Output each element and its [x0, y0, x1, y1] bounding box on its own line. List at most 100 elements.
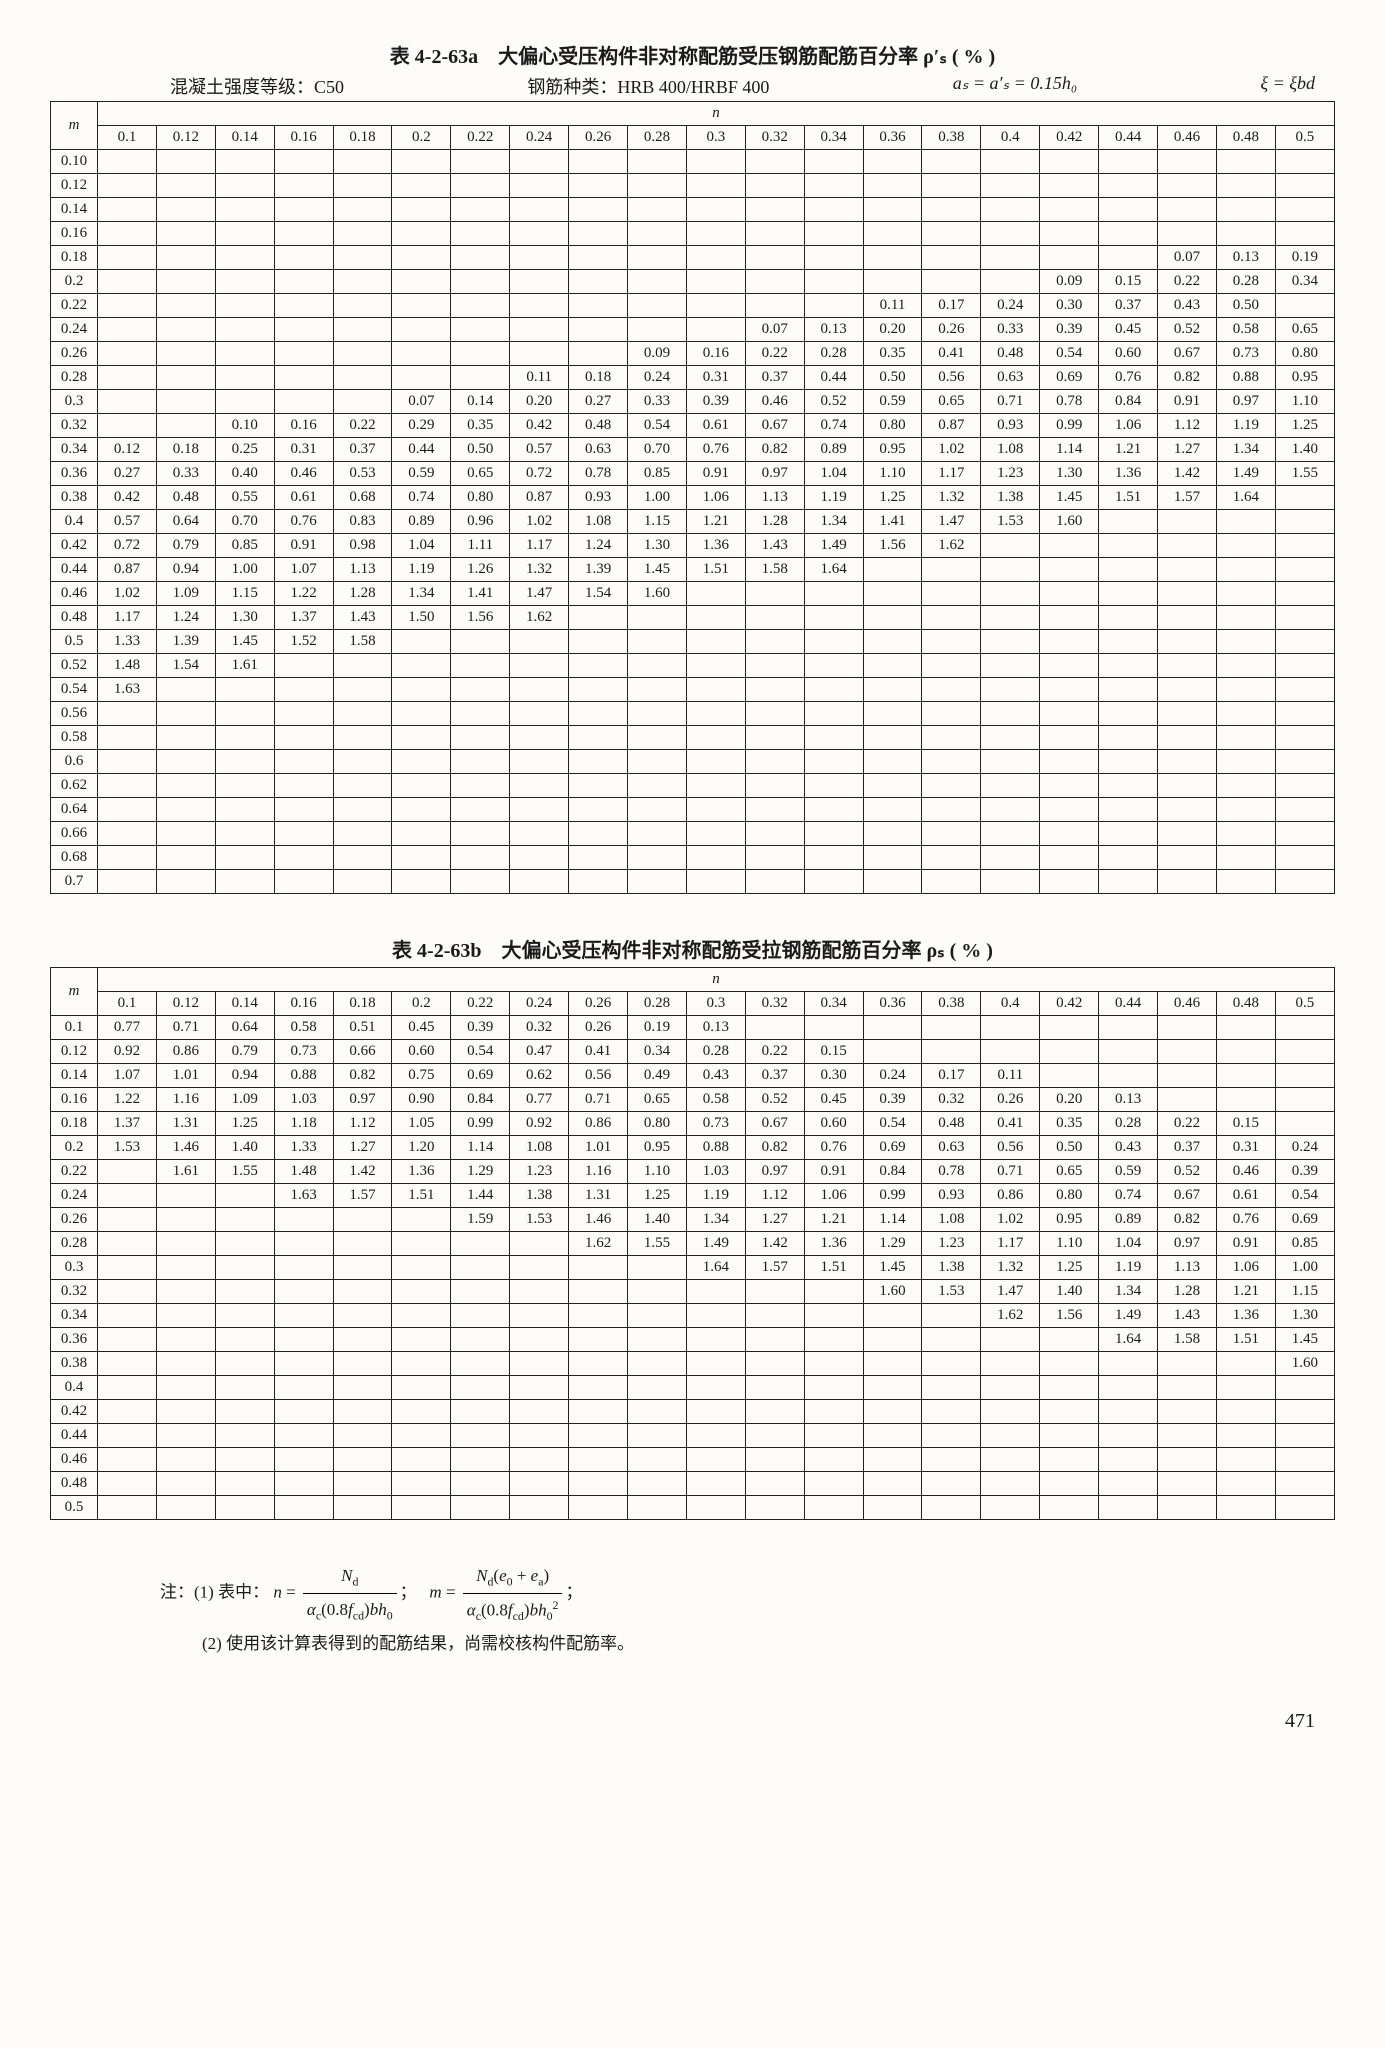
data-cell: 0.54 — [451, 1040, 510, 1064]
data-cell — [215, 1472, 274, 1496]
data-cell: 1.14 — [863, 1208, 922, 1232]
data-cell — [215, 150, 274, 174]
data-cell — [1158, 582, 1217, 606]
data-cell — [392, 366, 451, 390]
data-cell — [451, 1328, 510, 1352]
data-cell — [1275, 174, 1334, 198]
col-header: 0.32 — [745, 126, 804, 150]
data-cell: 1.16 — [569, 1160, 628, 1184]
data-cell — [863, 630, 922, 654]
data-cell — [98, 1184, 157, 1208]
data-cell — [1099, 1352, 1158, 1376]
data-cell — [569, 150, 628, 174]
data-cell — [628, 1400, 687, 1424]
data-cell: 1.06 — [1216, 1256, 1275, 1280]
table-row: 0.42 — [51, 1400, 1335, 1424]
data-cell — [686, 222, 745, 246]
data-cell — [686, 726, 745, 750]
data-cell — [1040, 1424, 1099, 1448]
data-cell — [804, 198, 863, 222]
data-cell: 0.80 — [628, 1112, 687, 1136]
data-cell — [804, 606, 863, 630]
data-cell: 0.32 — [922, 1088, 981, 1112]
data-cell: 0.27 — [98, 462, 157, 486]
data-cell — [1158, 1400, 1217, 1424]
data-cell: 0.40 — [215, 462, 274, 486]
data-cell: 1.56 — [1040, 1304, 1099, 1328]
data-cell — [215, 750, 274, 774]
data-cell: 0.37 — [1099, 294, 1158, 318]
data-cell — [1158, 870, 1217, 894]
data-cell: 1.22 — [98, 1088, 157, 1112]
data-cell: 1.60 — [863, 1280, 922, 1304]
data-cell: 1.59 — [451, 1208, 510, 1232]
data-cell: 0.96 — [451, 510, 510, 534]
m-cell: 0.38 — [51, 1352, 98, 1376]
data-cell — [451, 1304, 510, 1328]
data-cell — [686, 1328, 745, 1352]
data-cell — [863, 1448, 922, 1472]
data-cell — [1275, 822, 1334, 846]
data-cell — [510, 198, 569, 222]
data-cell — [510, 318, 569, 342]
data-cell — [1216, 1400, 1275, 1424]
data-cell — [333, 1352, 392, 1376]
data-cell — [745, 1352, 804, 1376]
data-cell — [804, 270, 863, 294]
data-cell — [451, 150, 510, 174]
data-cell — [392, 318, 451, 342]
data-cell — [804, 1400, 863, 1424]
data-cell — [1275, 1088, 1334, 1112]
m-cell: 0.26 — [51, 1208, 98, 1232]
data-cell: 1.25 — [1040, 1256, 1099, 1280]
data-cell — [628, 1280, 687, 1304]
data-cell — [863, 678, 922, 702]
data-cell — [392, 798, 451, 822]
data-cell: 1.08 — [510, 1136, 569, 1160]
col-header: 0.14 — [215, 992, 274, 1016]
data-cell — [1040, 1376, 1099, 1400]
col-header: 0.1 — [98, 126, 157, 150]
data-cell — [1275, 558, 1334, 582]
data-cell — [451, 726, 510, 750]
data-cell: 0.83 — [333, 510, 392, 534]
data-cell: 1.30 — [628, 534, 687, 558]
data-cell — [451, 1400, 510, 1424]
m-cell: 0.26 — [51, 342, 98, 366]
data-cell — [510, 822, 569, 846]
data-cell — [1040, 1472, 1099, 1496]
data-cell: 1.42 — [745, 1232, 804, 1256]
data-cell — [1216, 1496, 1275, 1520]
data-cell: 0.15 — [804, 1040, 863, 1064]
data-cell — [804, 630, 863, 654]
m-cell: 0.18 — [51, 246, 98, 270]
table-row: 0.64 — [51, 798, 1335, 822]
data-cell: 1.06 — [804, 1184, 863, 1208]
data-cell: 1.11 — [451, 534, 510, 558]
table-row: 0.380.420.480.550.610.680.740.800.870.93… — [51, 486, 1335, 510]
table-b-title: 表 4-2-63b 大偏心受压构件非对称配筋受拉钢筋配筋百分率 ρₛ ( % ) — [50, 934, 1335, 963]
data-cell — [1099, 702, 1158, 726]
n-header: n — [98, 968, 1335, 992]
m-cell: 0.56 — [51, 702, 98, 726]
m-cell: 0.18 — [51, 1112, 98, 1136]
data-cell — [863, 1496, 922, 1520]
data-cell: 1.20 — [392, 1136, 451, 1160]
data-cell — [863, 774, 922, 798]
col-header: 0.18 — [333, 992, 392, 1016]
data-cell: 1.00 — [628, 486, 687, 510]
data-cell — [1275, 630, 1334, 654]
data-cell — [510, 798, 569, 822]
table-row: 0.240.070.130.200.260.330.390.450.520.58… — [51, 318, 1335, 342]
data-cell — [451, 1472, 510, 1496]
col-header: 0.1 — [98, 992, 157, 1016]
data-cell — [156, 822, 215, 846]
data-cell: 0.50 — [863, 366, 922, 390]
data-cell — [922, 726, 981, 750]
data-cell — [863, 1376, 922, 1400]
data-cell — [1099, 1496, 1158, 1520]
data-cell: 1.05 — [392, 1112, 451, 1136]
data-cell — [1158, 702, 1217, 726]
data-cell — [863, 726, 922, 750]
data-cell: 0.19 — [1275, 246, 1334, 270]
